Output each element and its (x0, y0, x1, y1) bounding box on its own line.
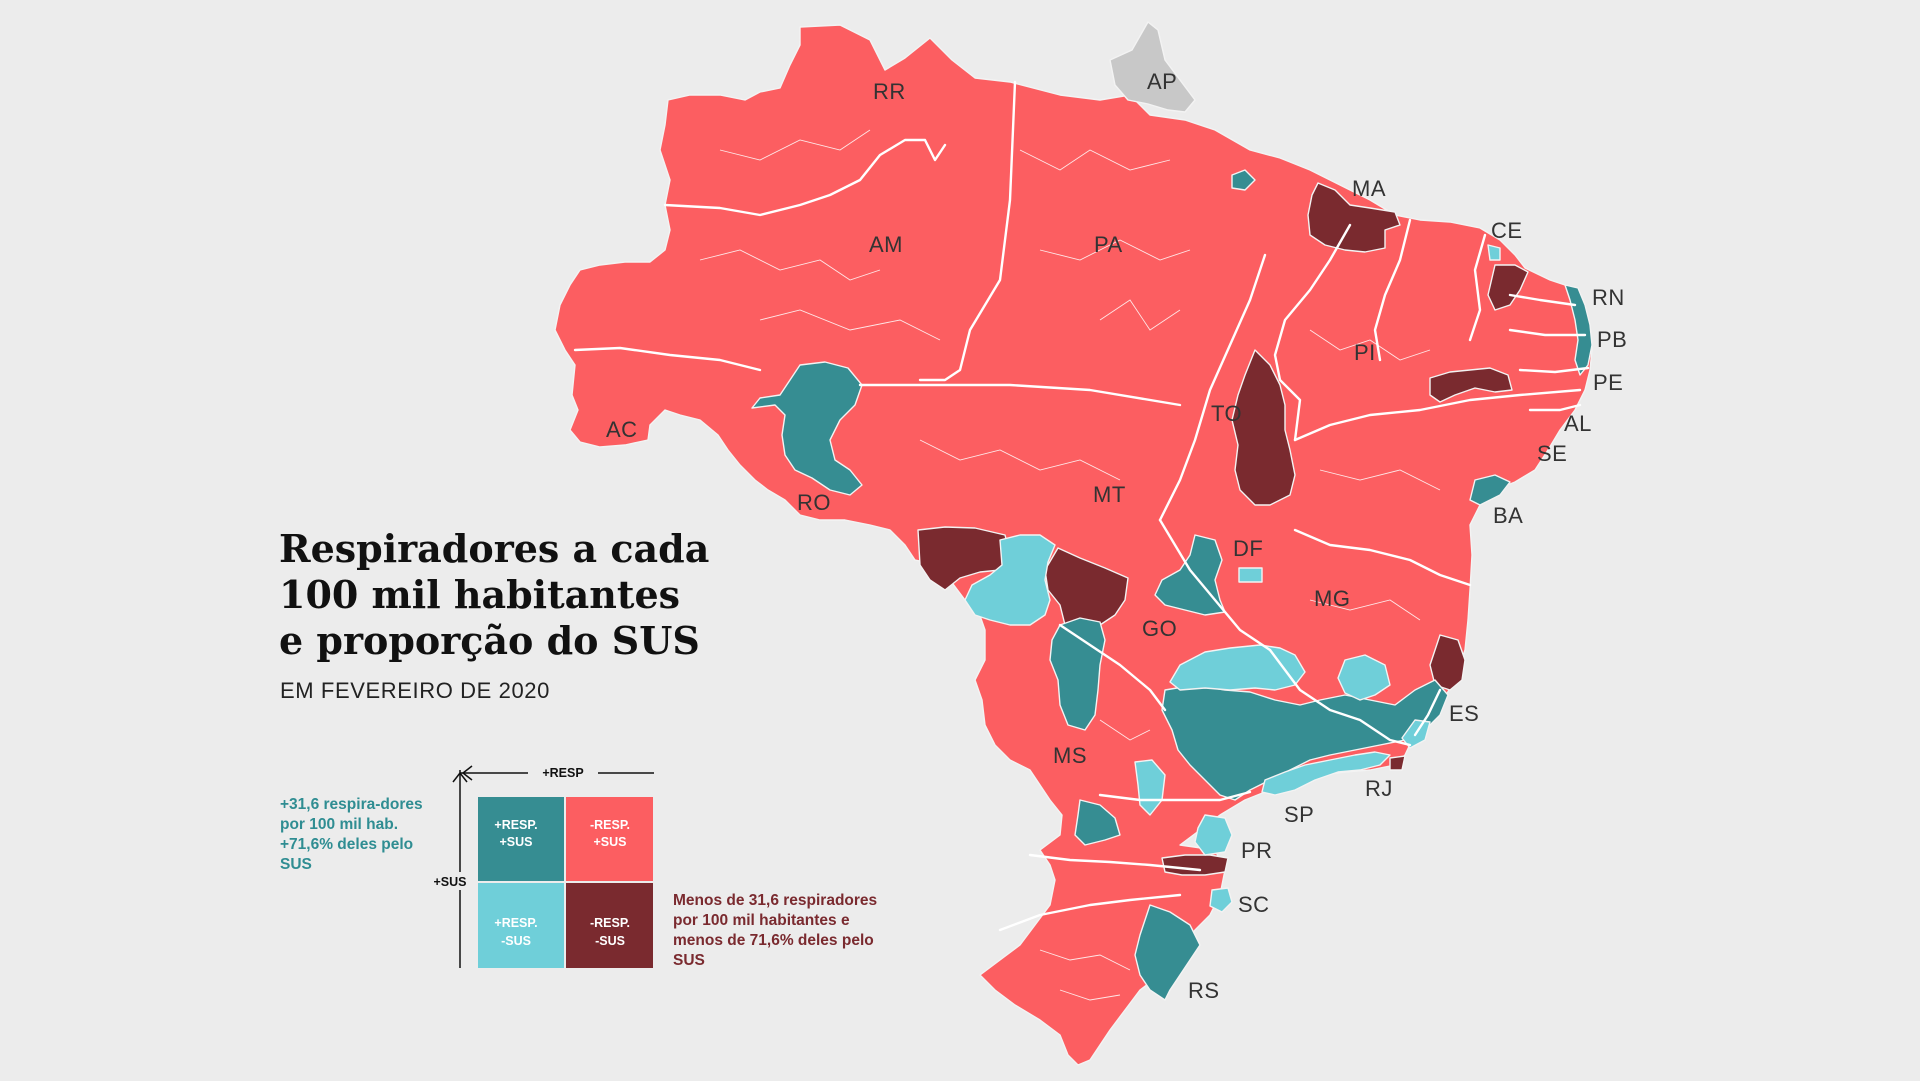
municipal-borders (699, 129, 1441, 1001)
pr-dark-region (1161, 854, 1229, 876)
df-light-region (1238, 567, 1263, 583)
state-label-go: GO (1142, 616, 1177, 641)
state-label-pi: PI (1354, 340, 1376, 365)
mt-dark-region-west (917, 526, 1011, 591)
state-label-pb: PB (1597, 327, 1627, 352)
state-borders (573, 80, 1590, 932)
state-label-al: AL (1564, 411, 1592, 436)
rj-dark-region (1389, 755, 1406, 771)
state-label-ms: MS (1053, 743, 1087, 768)
pa-teal-spot (1231, 169, 1256, 191)
state-label-rr: RR (873, 79, 906, 104)
ce-light-spot (1487, 244, 1501, 261)
state-label-am: AM (869, 232, 903, 257)
state-label-mg: MG (1314, 586, 1350, 611)
ro-teal-region (751, 361, 863, 496)
pr-light-region (1134, 759, 1166, 816)
title-line-2: 100 mil habitantes (279, 572, 681, 617)
state-label-mt: MT (1093, 482, 1126, 507)
state-label-to: TO (1211, 401, 1242, 426)
chart-title: Respiradores a cada 100 mil habitantes e… (279, 526, 749, 664)
title-line-1: Respiradores a cada (279, 526, 710, 571)
ce-dark-region (1487, 264, 1529, 311)
state-label-ma: MA (1352, 176, 1386, 201)
es-dark-region (1429, 634, 1466, 691)
to-dark-region (1231, 349, 1296, 506)
chart-subtitle: EM FEVEREIRO DE 2020 (280, 678, 550, 703)
go-teal-region (1154, 534, 1226, 616)
sc-light-region (1209, 887, 1233, 913)
state-label-sc: SC (1238, 892, 1270, 917)
sp-rj-light-coast (1261, 751, 1391, 796)
state-label-rs: RS (1188, 978, 1220, 1003)
state-label-es: ES (1449, 701, 1479, 726)
mt-light-region (964, 534, 1056, 626)
legend-note-high: +31,6 respira-dores por 100 mil hab. +71… (280, 796, 423, 873)
state-label-pe: PE (1593, 370, 1623, 395)
mg-light-region (1337, 654, 1391, 701)
pr-light-region-south (1194, 814, 1233, 856)
state-label-df: DF (1233, 536, 1263, 561)
state-label-ac: AC (606, 417, 638, 442)
ba-teal-coast (1469, 474, 1511, 506)
state-label-pr: PR (1241, 838, 1273, 863)
pr-teal-region (1074, 799, 1121, 846)
state-labels: RR AP MA CE AM PA RN PB PI PE AC TO AL S… (606, 69, 1627, 1003)
ap-nodata-region (1109, 21, 1196, 113)
legend-note-low: Menos de 31,6 respiradores por 100 mil h… (673, 892, 878, 969)
state-label-ro: RO (797, 490, 831, 515)
state-label-pa: PA (1094, 232, 1123, 257)
ma-dark-region (1307, 182, 1401, 253)
rs-teal-region (1134, 904, 1201, 1001)
pe-dark-region (1429, 367, 1513, 403)
brazil-main-region (554, 24, 1593, 1066)
state-label-ap: AP (1147, 69, 1177, 94)
state-label-ba: BA (1493, 503, 1523, 528)
rn-pb-teal-coast (1564, 284, 1593, 376)
state-label-se: SE (1537, 441, 1567, 466)
title-line-3: e proporção do SUS (279, 618, 700, 663)
state-label-rj: RJ (1365, 776, 1393, 801)
state-label-ce: CE (1491, 218, 1523, 243)
state-label-sp: SP (1284, 802, 1314, 827)
state-label-rn: RN (1592, 285, 1625, 310)
